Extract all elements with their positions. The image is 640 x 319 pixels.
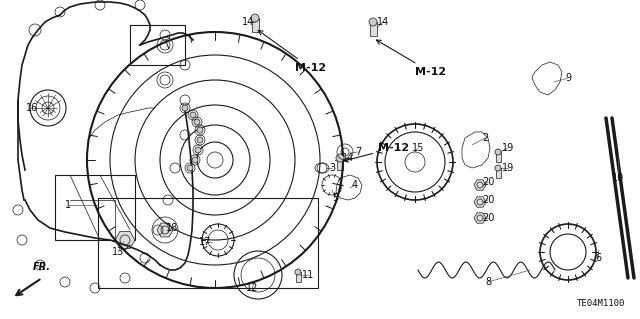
Circle shape (495, 149, 501, 155)
Text: 13: 13 (112, 247, 124, 257)
Text: 1: 1 (65, 200, 71, 210)
Bar (98, 198, 318, 288)
Circle shape (369, 18, 377, 26)
Text: 6: 6 (595, 253, 601, 263)
Circle shape (194, 119, 200, 125)
Text: 14: 14 (377, 17, 389, 27)
Text: 20: 20 (482, 213, 494, 223)
Text: 8: 8 (485, 277, 491, 287)
Text: 19: 19 (502, 163, 514, 173)
Text: 14: 14 (342, 153, 354, 163)
Circle shape (192, 157, 198, 163)
Polygon shape (474, 197, 486, 207)
Circle shape (336, 154, 344, 162)
Text: 3: 3 (329, 163, 335, 173)
Circle shape (195, 147, 201, 153)
Bar (252, 18, 259, 32)
Polygon shape (157, 223, 173, 237)
Text: 2: 2 (482, 133, 488, 143)
Polygon shape (115, 231, 135, 249)
Circle shape (187, 165, 193, 171)
Text: 12: 12 (246, 283, 258, 293)
Bar (370, 22, 377, 36)
Bar (337, 158, 343, 170)
Circle shape (190, 112, 196, 118)
Text: FR.: FR. (33, 262, 51, 272)
Text: 7: 7 (355, 147, 361, 157)
Text: 9: 9 (565, 73, 571, 83)
Polygon shape (474, 213, 486, 223)
Bar (130, 25, 185, 65)
Polygon shape (474, 180, 486, 190)
Text: 15: 15 (412, 143, 424, 153)
Text: 20: 20 (482, 195, 494, 205)
Text: 10: 10 (612, 173, 624, 183)
Text: 4: 4 (352, 180, 358, 190)
Circle shape (495, 165, 501, 171)
Text: M-12: M-12 (344, 143, 409, 162)
Bar (496, 168, 501, 178)
Text: TE04M1100: TE04M1100 (577, 299, 625, 308)
Text: 16: 16 (26, 103, 38, 113)
Text: 18: 18 (166, 223, 178, 233)
Bar (296, 272, 301, 282)
Circle shape (197, 127, 203, 133)
Circle shape (251, 14, 259, 22)
Text: 17: 17 (199, 237, 211, 247)
Text: 20: 20 (482, 177, 494, 187)
Text: 14: 14 (242, 17, 254, 27)
Text: 11: 11 (302, 270, 314, 280)
Bar (55, 175, 135, 240)
Text: M-12: M-12 (376, 40, 446, 77)
Text: 19: 19 (502, 143, 514, 153)
Circle shape (197, 137, 203, 143)
Bar (496, 152, 501, 162)
Text: M-12: M-12 (259, 30, 326, 73)
Circle shape (295, 269, 301, 275)
Circle shape (182, 105, 188, 111)
Text: 5: 5 (332, 193, 338, 203)
